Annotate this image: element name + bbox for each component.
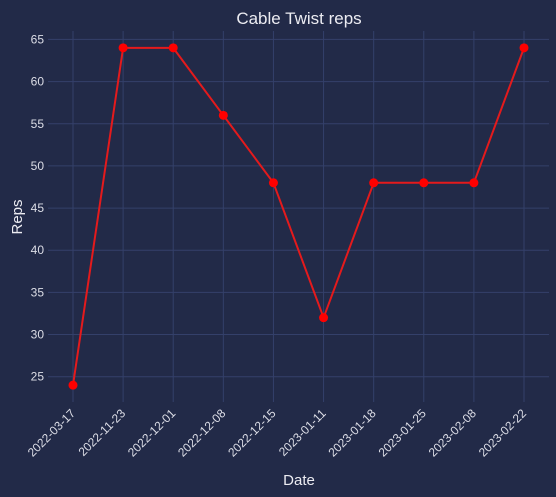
chart-title: Cable Twist reps bbox=[236, 9, 361, 28]
y-tick-labels: 25 30 35 40 45 50 55 60 65 bbox=[31, 32, 45, 383]
data-point bbox=[168, 43, 178, 53]
x-tick-label: 2022-12-15 bbox=[225, 406, 279, 460]
y-tick-label: 50 bbox=[31, 159, 45, 173]
x-tick-label: 2023-02-22 bbox=[476, 406, 530, 460]
y-tick-label: 30 bbox=[31, 328, 45, 342]
data-point bbox=[319, 313, 329, 323]
y-tick-label: 65 bbox=[31, 32, 45, 46]
y-tick-label: 60 bbox=[31, 75, 45, 89]
x-axis-label: Date bbox=[283, 472, 315, 489]
grid-lines bbox=[48, 31, 549, 402]
x-tick-label: 2023-01-18 bbox=[325, 406, 379, 460]
series-line bbox=[72, 46, 525, 386]
x-tick-label: 2022-11-23 bbox=[76, 406, 129, 459]
data-point bbox=[268, 178, 278, 188]
x-tick-label: 2023-02-08 bbox=[426, 406, 480, 460]
y-tick-label: 45 bbox=[31, 201, 45, 215]
data-point bbox=[68, 380, 78, 390]
x-tick-label: 2022-12-08 bbox=[175, 406, 229, 460]
y-axis-label: Reps bbox=[9, 199, 26, 234]
y-tick-label: 35 bbox=[31, 285, 45, 299]
data-point bbox=[118, 43, 128, 53]
data-points bbox=[68, 43, 529, 390]
data-point bbox=[469, 178, 479, 188]
data-point bbox=[519, 43, 529, 53]
x-tick-labels: 2022-03-172022-11-232022-12-012022-12-08… bbox=[25, 406, 530, 460]
x-tick-label: 2022-12-01 bbox=[125, 406, 179, 460]
x-tick-label: 2022-03-17 bbox=[25, 406, 79, 460]
x-tick-label: 2023-01-11 bbox=[276, 406, 329, 459]
x-tick-label: 2023-01-25 bbox=[376, 406, 430, 460]
data-point bbox=[218, 110, 228, 120]
y-tick-label: 25 bbox=[31, 370, 45, 384]
data-point bbox=[419, 178, 429, 188]
y-tick-label: 55 bbox=[31, 117, 45, 131]
y-tick-label: 40 bbox=[31, 243, 45, 257]
data-point bbox=[369, 178, 379, 188]
